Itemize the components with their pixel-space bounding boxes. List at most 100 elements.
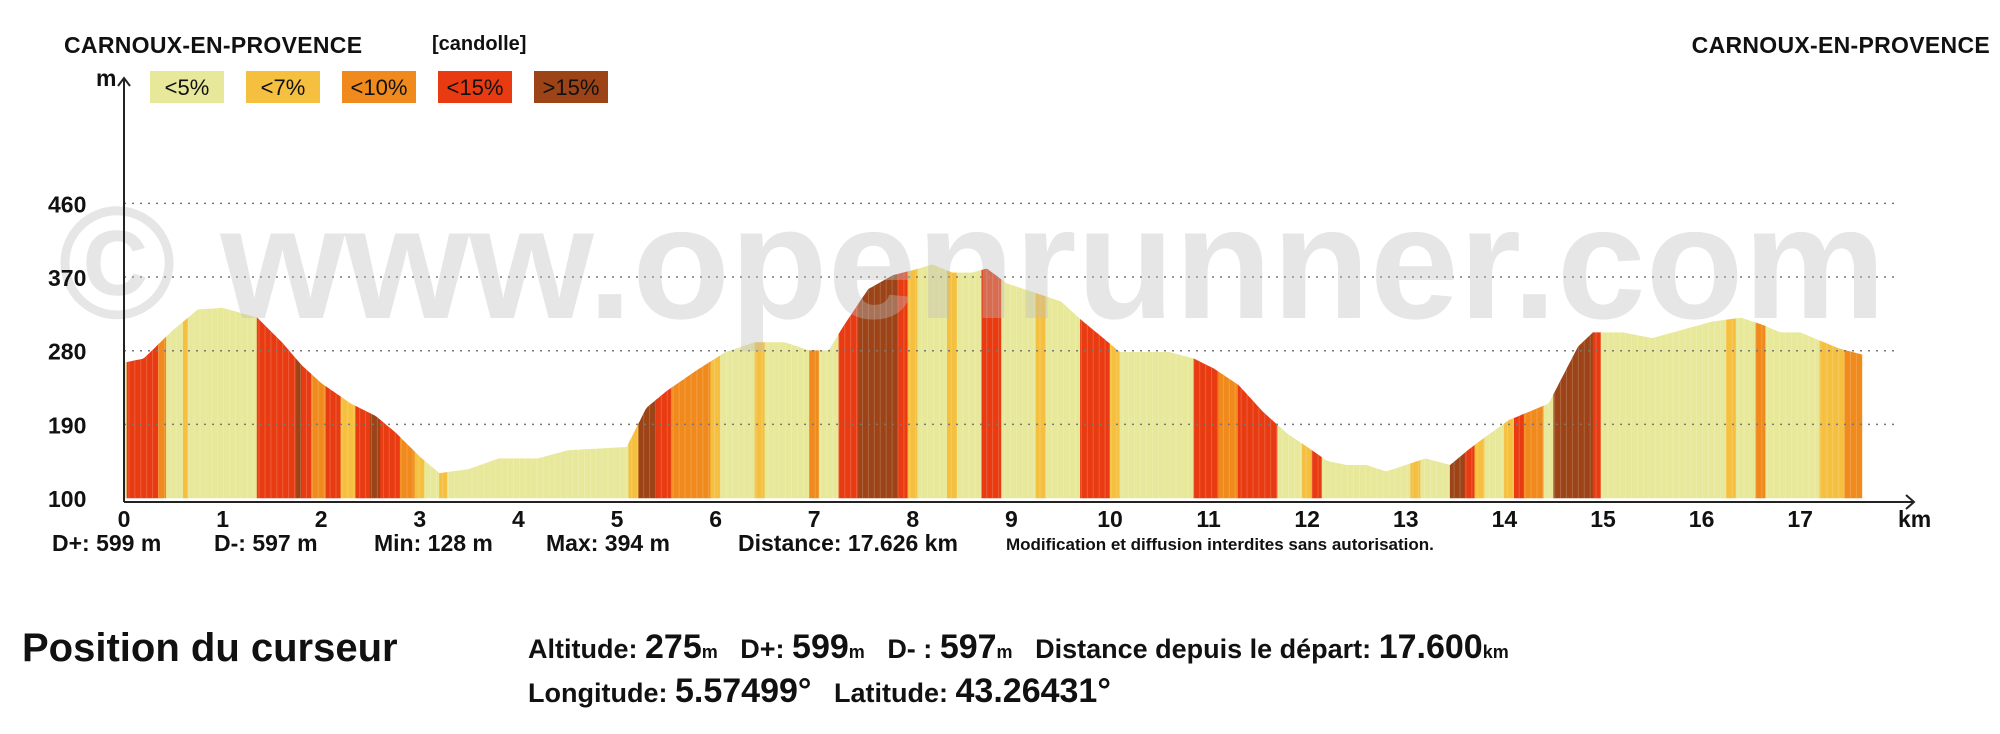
profile-name-label: [candolle] <box>432 33 527 55</box>
copyright-notice: Modification et diffusion interdites san… <box>1006 535 1434 554</box>
y-tick-label: 280 <box>48 339 86 365</box>
profile-segment <box>1302 443 1313 499</box>
x-tick-label: 13 <box>1393 506 1419 532</box>
legend-label: <7% <box>261 75 306 100</box>
x-tick-label: 9 <box>1005 506 1018 532</box>
x-tick-label: 11 <box>1196 506 1221 532</box>
profile-segment <box>1080 318 1111 499</box>
stat-min: Min: 128 m <box>374 530 493 556</box>
cursor-panel-title: Position du curseur <box>22 626 398 670</box>
profile-segment <box>1765 326 1821 499</box>
cursor-dminus-unit: m <box>996 642 1013 662</box>
longitude-value: 5.57499° <box>674 672 812 710</box>
y-tick-label: 370 <box>48 265 86 291</box>
profile-segment <box>1218 371 1239 499</box>
profile-segment <box>355 405 371 499</box>
legend-swatch <box>246 71 320 103</box>
profile-segment <box>1119 351 1195 499</box>
stat-max: Max: 394 m <box>546 530 671 556</box>
x-tick-label: 8 <box>906 506 919 532</box>
stat-distance: Distance: 17.626 km <box>738 530 958 556</box>
cursor-dminus-label: D- : <box>887 634 933 664</box>
profile-segment <box>158 336 167 499</box>
profile-segment <box>981 268 1002 499</box>
profile-segment <box>1193 358 1219 499</box>
altitude-value: 275 <box>645 628 702 666</box>
legend-swatch <box>342 71 416 103</box>
profile-segment <box>838 303 859 499</box>
x-tick-label: 7 <box>808 506 821 532</box>
cursor-dplus-unit: m <box>848 642 865 662</box>
x-axis-unit-label: km <box>1898 506 1931 532</box>
profile-segment <box>1001 279 1037 499</box>
y-axis-unit-label: m <box>96 65 116 91</box>
end-place-label: CARNOUX-EN-PROVENCE <box>1691 32 1990 58</box>
x-tick-label: 3 <box>413 506 426 532</box>
profile-segment <box>447 443 630 499</box>
x-tick-label: 15 <box>1590 506 1616 532</box>
latitude-value: 43.26431° <box>955 672 1111 710</box>
profile-segment <box>1321 457 1411 499</box>
legend-label: >15% <box>543 75 600 100</box>
profile-segment <box>1464 444 1476 499</box>
legend-swatch <box>534 71 608 103</box>
cursor-dminus-value: 597 <box>939 628 997 666</box>
profile-segment <box>187 307 258 499</box>
x-tick-label: 6 <box>709 506 722 532</box>
x-tick-label: 2 <box>315 506 328 532</box>
profile-segment <box>1420 458 1451 499</box>
profile-segment <box>126 343 159 499</box>
x-tick-label: 16 <box>1689 506 1715 532</box>
profile-segment <box>1449 452 1466 499</box>
profile-segment <box>858 273 899 499</box>
cursor-line-2: Longitude: 5.57499° Latitude: 43.26431° <box>528 672 1111 711</box>
legend-swatch <box>438 71 512 103</box>
profile-segment <box>1735 317 1757 499</box>
start-place-label: CARNOUX-EN-PROVENCE <box>64 32 363 58</box>
legend-label: <5% <box>165 75 210 100</box>
distance-from-start-label: Distance depuis le départ: <box>1035 634 1372 664</box>
x-tick-label: 14 <box>1492 506 1518 532</box>
profile-segment <box>439 472 448 499</box>
legend-label: <15% <box>447 75 504 100</box>
profile-segment <box>325 386 342 499</box>
profile-segment <box>956 269 983 499</box>
y-tick-label: 460 <box>48 191 86 217</box>
x-axis-arrow <box>1905 494 1916 510</box>
cursor-dplus-value: 599 <box>792 628 849 666</box>
profile-segment <box>1600 319 1727 499</box>
profile-segment <box>1819 340 1845 499</box>
profile-segment <box>1237 384 1278 499</box>
y-tick-label: 190 <box>48 412 86 438</box>
profile-segment <box>720 342 756 499</box>
profile-segment <box>638 399 657 499</box>
profile-segment <box>1592 332 1602 499</box>
profile-segment <box>424 460 440 499</box>
stat-d-plus: D+: 599 m <box>52 530 162 556</box>
profile-segment <box>1523 405 1545 499</box>
profile-segment <box>380 419 401 499</box>
profile-segment <box>1045 296 1081 499</box>
x-tick-label: 17 <box>1787 506 1813 532</box>
profile-segment <box>1311 450 1323 499</box>
watermark-text: © www.openrunner.com <box>58 173 1886 352</box>
profile-segment <box>1277 424 1303 499</box>
stat-d-minus: D-: 597 m <box>214 530 318 556</box>
profile-segment <box>1553 332 1594 499</box>
altitude-unit: m <box>701 642 718 662</box>
x-tick-label: 12 <box>1294 506 1320 532</box>
profile-segment <box>1484 423 1505 499</box>
profile-segment <box>656 387 672 499</box>
legend-swatch <box>150 71 224 103</box>
distance-from-start-value: 17.600 <box>1378 628 1483 666</box>
legend-label: <10% <box>351 75 408 100</box>
x-tick-label: 5 <box>611 506 624 532</box>
profile-fill-layer <box>123 264 1863 499</box>
profile-segment <box>414 451 426 499</box>
latitude-label: Latitude: <box>834 678 948 708</box>
cursor-dplus-label: D+: <box>740 634 785 664</box>
x-tick-label: 0 <box>118 506 131 532</box>
profile-segment <box>256 317 297 499</box>
